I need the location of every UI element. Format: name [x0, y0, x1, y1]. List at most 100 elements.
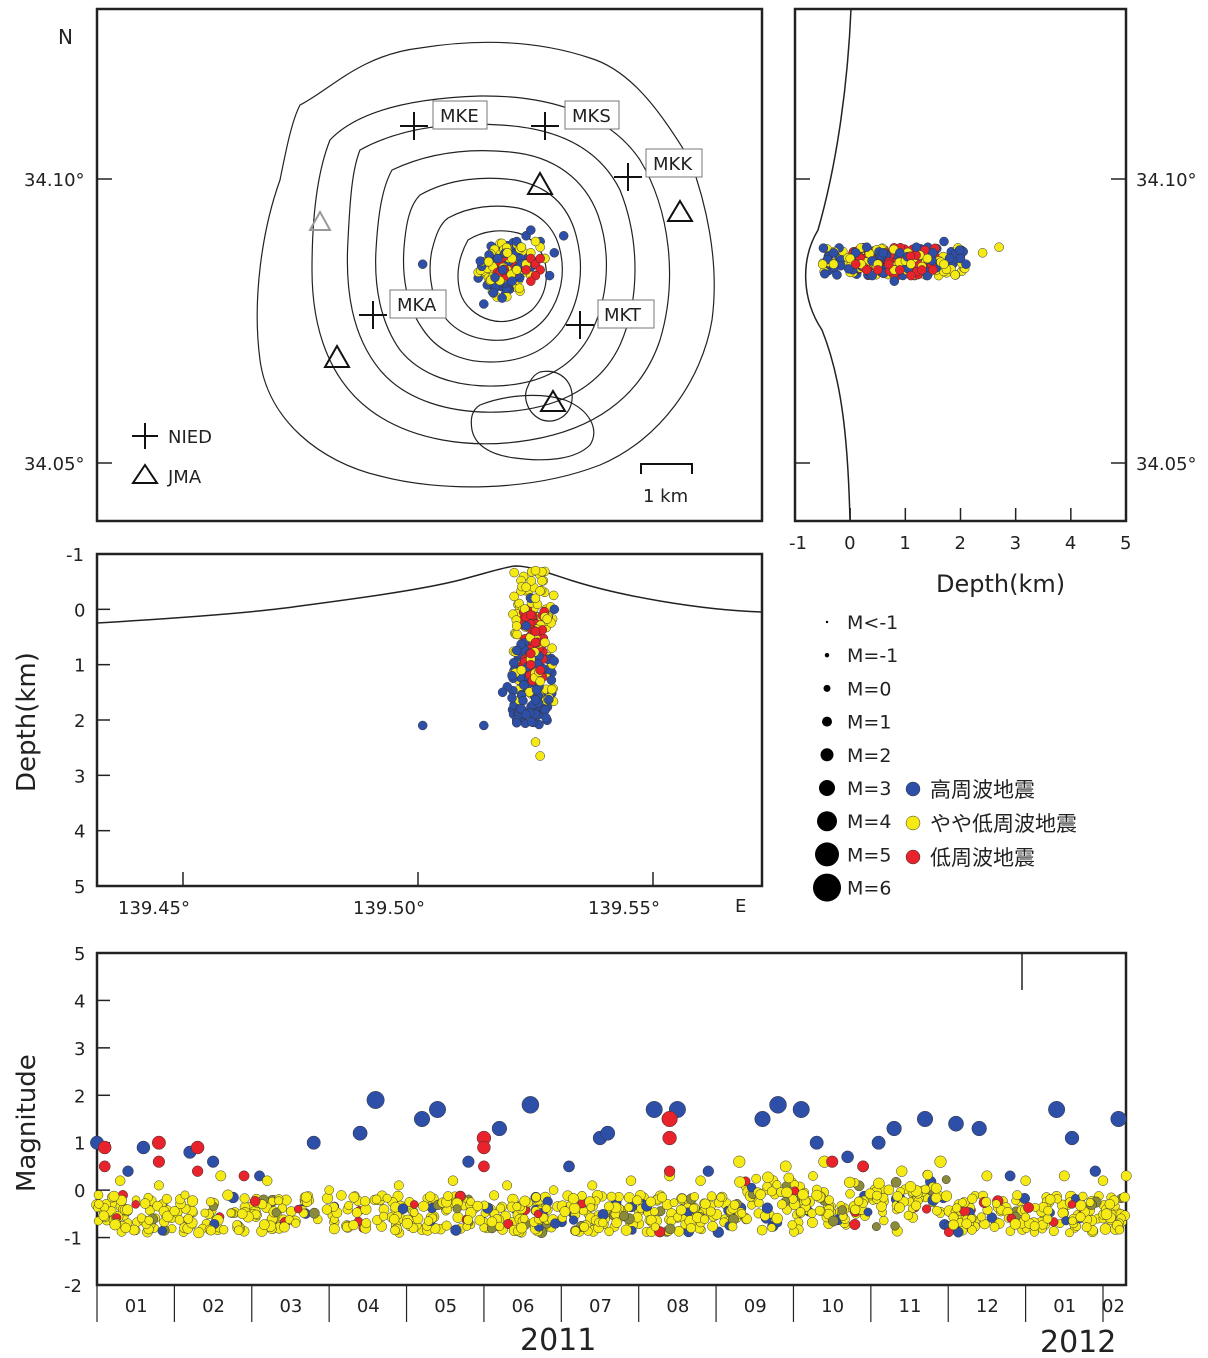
ts-point-high-freq: [366, 1091, 385, 1109]
type-legend-label: 高周波地震: [930, 778, 1035, 802]
event-cloud-dot: [401, 1217, 413, 1230]
event-cloud-dot: [850, 1204, 861, 1215]
ts-point-high-freq: [136, 1140, 151, 1155]
ns-xlabel: Depth(km): [936, 570, 1065, 598]
event-cloud-dot: [537, 576, 547, 586]
magnitude-legend: M<-1 M=-1 M=0 M=1 M=2 M=3 M=4 M=5 M=6 高周波地震やや低周波…: [813, 612, 1077, 902]
epicenter-map-panel: N 34.10° 34.05° MKE MKS: [24, 7, 764, 523]
month-label: 05: [434, 1296, 457, 1317]
event-cloud-dot: [489, 1190, 500, 1201]
map-point-low-freq: [535, 253, 545, 264]
event-cloud-dot: [568, 1215, 579, 1225]
event-cloud-dot: [814, 1205, 825, 1216]
ts-point-mid-freq: [1097, 1175, 1109, 1186]
ew-point-low-freq: [526, 610, 536, 620]
size-legend-dot: [813, 873, 841, 902]
event-cloud-dot: [579, 1222, 590, 1232]
event-cloud-dot: [689, 1203, 699, 1213]
size-legend-dot: [820, 748, 834, 762]
ts-point-mid-freq: [934, 1155, 947, 1168]
ts-point-mid-freq: [262, 1175, 273, 1186]
year-label-2011: 2011: [520, 1323, 596, 1358]
ew-lon-label: 139.55°: [588, 898, 660, 919]
ts-point-high-freq: [841, 1150, 854, 1164]
ew-point-mid-freq: [535, 751, 545, 761]
event-cloud-dot: [518, 695, 528, 706]
cross-icon: [531, 112, 559, 140]
event-cloud-dot: [508, 658, 519, 668]
ts-tick-label: 4: [74, 991, 85, 1012]
ew-frame: [95, 552, 764, 888]
ts-point-high-freq: [600, 1125, 616, 1141]
station-label: MKA: [397, 295, 437, 316]
event-cloud-dot: [512, 629, 522, 640]
contour: [457, 230, 547, 323]
event-cloud-dot: [604, 1226, 614, 1237]
ts-point-low-freq: [533, 1209, 543, 1219]
event-cloud-dot: [844, 1176, 856, 1189]
cross-icon: [566, 311, 594, 339]
event-cloud-dot: [169, 1206, 180, 1217]
month-label: 10: [821, 1296, 844, 1317]
ts-tick-label: 3: [74, 1039, 85, 1060]
month-label: 04: [357, 1296, 380, 1317]
station-label: MKS: [572, 106, 611, 127]
ts-point-low-freq: [1067, 1200, 1077, 1209]
contour: [525, 370, 573, 422]
ew-point-mid-freq: [530, 565, 541, 576]
ts-point-mid-freq: [1120, 1170, 1132, 1182]
triangle-icon: [539, 389, 567, 412]
ns-tick-label: -1: [789, 533, 807, 554]
map-point-high-freq: [507, 276, 517, 286]
event-cloud-dot: [328, 1223, 340, 1235]
event-cloud-dot: [486, 1216, 498, 1228]
event-cloud-dot: [452, 1204, 462, 1214]
size-legend-dot: [823, 684, 831, 692]
size-legend-label: M=4: [847, 811, 891, 833]
event-cloud-dot: [675, 1204, 687, 1216]
ns-point-mid-freq: [906, 259, 916, 269]
triangle-icon: [308, 209, 332, 231]
size-legend-dot: [817, 811, 837, 832]
event-cloud-dot: [1078, 1191, 1088, 1201]
event-cloud-dot: [157, 1226, 167, 1236]
ts-tick-label: -2: [64, 1276, 82, 1297]
event-cloud-dot: [548, 590, 559, 601]
cross-icon: [132, 423, 158, 449]
event-cloud-dot: [511, 645, 522, 656]
ew-point-high-freq: [417, 720, 428, 731]
map-event-points: [417, 225, 569, 309]
event-cloud-dot: [494, 1221, 505, 1232]
size-legend-label: M=6: [847, 878, 891, 900]
event-cloud-dot: [450, 1224, 462, 1236]
event-cloud-dot: [689, 1192, 700, 1202]
ts-point-high-freq: [702, 1165, 714, 1177]
event-cloud-dot: [818, 243, 829, 253]
triangle-icon: [323, 343, 351, 368]
event-cloud-dot: [258, 1219, 270, 1230]
event-cloud-dot: [894, 1202, 905, 1214]
event-cloud-dot: [348, 1219, 359, 1231]
map-point-mid-freq: [511, 265, 522, 275]
event-cloud-dot: [958, 1198, 967, 1208]
ew-point-high-freq: [549, 604, 560, 615]
event-cloud-dot: [1029, 1221, 1040, 1232]
event-cloud-dot: [930, 1192, 942, 1204]
ts-point-mid-freq: [695, 1175, 706, 1186]
type-legend-dot: [905, 781, 921, 797]
event-cloud-dot: [737, 1208, 747, 1218]
map-point-high-freq: [558, 231, 569, 241]
size-legend-label: M<-1: [847, 612, 898, 634]
event-cloud-dot: [441, 1220, 452, 1231]
ns-point-high-freq: [895, 248, 905, 258]
contour: [311, 95, 671, 445]
map-point-mid-freq: [516, 242, 527, 252]
ts-point-high-freq: [462, 1155, 475, 1168]
event-cloud-dot: [967, 1193, 978, 1204]
event-cloud-dot: [239, 1193, 250, 1204]
event-cloud-dot: [650, 1207, 659, 1216]
event-cloud-dot: [526, 717, 537, 727]
ns-point-mid-freq: [828, 259, 839, 269]
event-cloud-dot: [1099, 1223, 1112, 1235]
event-cloud-dot: [463, 1215, 473, 1225]
